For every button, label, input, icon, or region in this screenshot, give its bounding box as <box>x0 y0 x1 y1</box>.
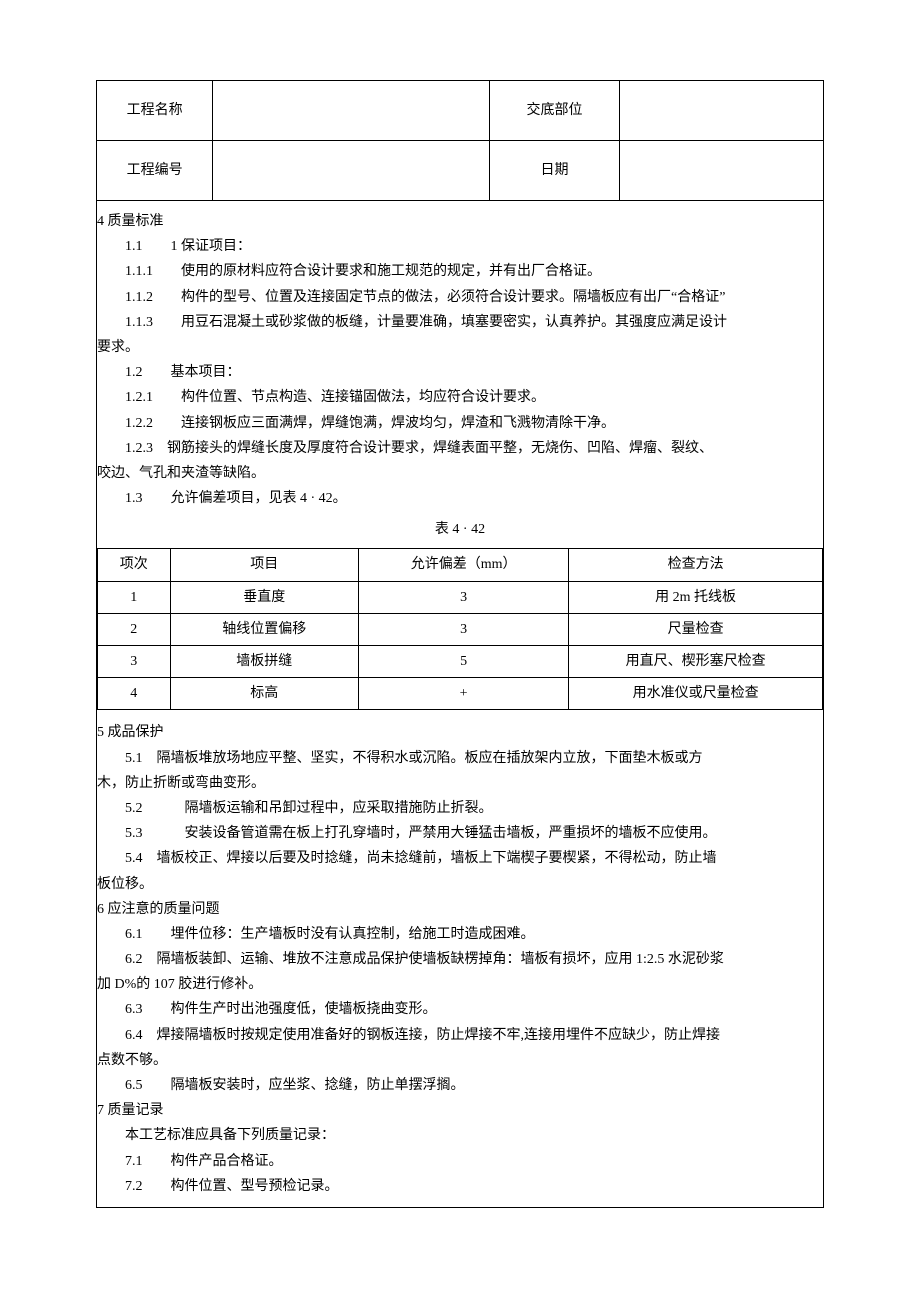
para-5-1-cont: 木，防止折断或弯曲变形。 <box>97 771 823 796</box>
project-no-value <box>213 141 489 201</box>
para-6-4: 6.4 焊接隔墙板时按规定使用准备好的钢板连接，防止焊接不牢,连接用埋件不应缺少… <box>97 1023 823 1048</box>
para-1-1-2: 1.1.2 构件的型号、位置及连接固定节点的做法，必须符合设计要求。隔墙板应有出… <box>97 285 823 310</box>
para-6-5: 6.5 隔墙板安装时，应坐浆、捻缝，防止单摆浮搁。 <box>97 1073 823 1098</box>
section-5-title: 5 成品保护 <box>97 720 823 745</box>
disclosure-part-value <box>620 81 824 141</box>
para-6-1: 6.1 埋件位移：生产墙板时没有认真控制，给施工时造成困难。 <box>97 922 823 947</box>
section-7-title: 7 质量记录 <box>97 1098 823 1123</box>
para-5-3: 5.3 安装设备管道需在板上打孔穿墙时，严禁用大锤猛击墙板，严重损坏的墙板不应使… <box>97 821 823 846</box>
spec-table-row: 1 垂直度 3 用 2m 托线板 <box>98 581 823 613</box>
para-1-1: 1.1 1 保证项目： <box>97 234 823 259</box>
spec-th-3: 允许偏差（mm） <box>359 549 569 581</box>
disclosure-part-label: 交底部位 <box>489 81 620 141</box>
spec-table-header-row: 项次 项目 允许偏差（mm） 检查方法 <box>98 549 823 581</box>
para-1-1-1: 1.1.1 使用的原材料应符合设计要求和施工规范的规定，并有出厂合格证。 <box>97 259 823 284</box>
para-6-2: 6.2 隔墙板装卸、运输、堆放不注意成品保护使墙板缺楞掉角：墙板有损坏，应用 1… <box>97 947 823 972</box>
section-6-title: 6 应注意的质量问题 <box>97 897 823 922</box>
project-name-label: 工程名称 <box>97 81 213 141</box>
project-name-value <box>213 81 489 141</box>
spec-cell: 5 <box>359 646 569 678</box>
header-row-2: 工程编号 日期 <box>97 141 824 201</box>
header-row-1: 工程名称 交底部位 <box>97 81 824 141</box>
spec-cell: 标高 <box>170 678 359 710</box>
para-1-2: 1.2 基本项目： <box>97 360 823 385</box>
spec-th-2: 项目 <box>170 549 359 581</box>
content-body: 4 质量标准 1.1 1 保证项目： 1.1.1 使用的原材料应符合设计要求和施… <box>97 201 824 1208</box>
spec-cell: 3 <box>359 613 569 645</box>
para-5-4-cont: 板位移。 <box>97 872 823 897</box>
spec-cell: 用直尺、楔形塞尺检查 <box>569 646 823 678</box>
section-4-title: 4 质量标准 <box>97 209 823 234</box>
content-row: 4 质量标准 1.1 1 保证项目： 1.1.1 使用的原材料应符合设计要求和施… <box>97 201 824 1208</box>
para-1-2-1: 1.2.1 构件位置、节点构造、连接锚固做法，均应符合设计要求。 <box>97 385 823 410</box>
spec-cell: 墙板拼缝 <box>170 646 359 678</box>
para-5-1: 5.1 隔墙板堆放场地应平整、坚实，不得积水或沉陷。板应在插放架内立放，下面垫木… <box>97 746 823 771</box>
date-value <box>620 141 824 201</box>
spec-th-1: 项次 <box>98 549 171 581</box>
spec-cell: 用 2m 托线板 <box>569 581 823 613</box>
para-1-2-3: 1.2.3 钢筋接头的焊缝长度及厚度符合设计要求，焊缝表面平整，无烧伤、凹陷、焊… <box>97 436 823 461</box>
para-1-1-3: 1.1.3 用豆石混凝土或砂浆做的板缝，计量要准确，填塞要密实，认真养护。其强度… <box>97 310 823 335</box>
spec-cell: 尺量检查 <box>569 613 823 645</box>
spec-th-4: 检查方法 <box>569 549 823 581</box>
spec-cell: + <box>359 678 569 710</box>
spec-cell: 垂直度 <box>170 581 359 613</box>
para-5-2: 5.2 隔墙板运输和吊卸过程中，应采取措施防止折裂。 <box>97 796 823 821</box>
spec-cell: 3 <box>98 646 171 678</box>
spec-cell: 用水准仪或尺量检查 <box>569 678 823 710</box>
para-1-1-3-cont: 要求。 <box>97 335 823 360</box>
project-no-label: 工程编号 <box>97 141 213 201</box>
spec-table-row: 3 墙板拼缝 5 用直尺、楔形塞尺检查 <box>98 646 823 678</box>
para-1-2-3-cont: 咬边、气孔和夹渣等缺陷。 <box>97 461 823 486</box>
spec-cell: 1 <box>98 581 171 613</box>
para-7-2: 7.2 构件位置、型号预检记录。 <box>97 1174 823 1199</box>
spec-table-row: 2 轴线位置偏移 3 尺量检查 <box>98 613 823 645</box>
spec-cell: 4 <box>98 678 171 710</box>
para-6-2-cont: 加 D%的 107 胶进行修补。 <box>97 972 823 997</box>
para-7-intro: 本工艺标准应具备下列质量记录： <box>97 1123 823 1148</box>
date-label: 日期 <box>489 141 620 201</box>
para-5-4: 5.4 墙板校正、焊接以后要及时捻缝，尚未捻缝前，墙板上下端楔子要楔紧，不得松动… <box>97 846 823 871</box>
para-1-3: 1.3 允许偏差项目，见表 4 · 42。 <box>97 486 823 511</box>
para-6-4-cont: 点数不够。 <box>97 1048 823 1073</box>
para-7-1: 7.1 构件产品合格证。 <box>97 1149 823 1174</box>
spec-table-row: 4 标高 + 用水准仪或尺量检查 <box>98 678 823 710</box>
spec-cell: 轴线位置偏移 <box>170 613 359 645</box>
spec-cell: 3 <box>359 581 569 613</box>
table-4-42-caption: 表 4 · 42 <box>97 517 823 542</box>
para-6-3: 6.3 构件生产时出池强度低，使墙板挠曲变形。 <box>97 997 823 1022</box>
spec-table-4-42: 项次 项目 允许偏差（mm） 检查方法 1 垂直度 3 用 2m 托线板 2 轴… <box>97 548 823 710</box>
document-container: 工程名称 交底部位 工程编号 日期 4 质量标准 1.1 1 保证项目： 1.1… <box>96 80 824 1208</box>
spec-cell: 2 <box>98 613 171 645</box>
para-1-2-2: 1.2.2 连接钢板应三面满焊，焊缝饱满，焊波均匀，焊渣和飞溅物清除干净。 <box>97 411 823 436</box>
